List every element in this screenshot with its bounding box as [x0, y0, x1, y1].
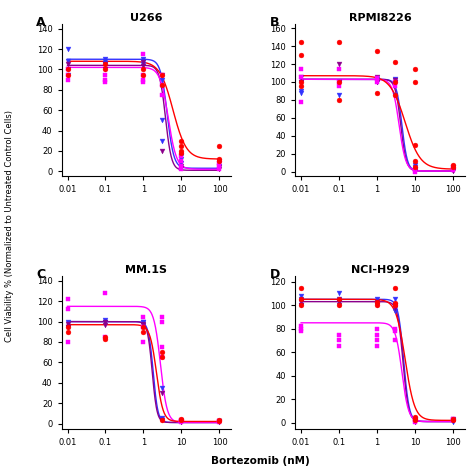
Text: Bortezomib (nM): Bortezomib (nM) — [211, 456, 310, 466]
Title: MM.1S: MM.1S — [125, 265, 167, 275]
Text: D: D — [270, 268, 280, 281]
Title: NCI-H929: NCI-H929 — [350, 265, 409, 275]
Title: RPMI8226: RPMI8226 — [348, 13, 411, 23]
Text: C: C — [36, 268, 46, 281]
Title: U266: U266 — [130, 13, 163, 23]
Text: Cell Viability % (Normalized to Untreated Control Cells): Cell Viability % (Normalized to Untreate… — [5, 110, 14, 342]
Text: A: A — [36, 16, 46, 29]
Text: B: B — [270, 16, 279, 29]
